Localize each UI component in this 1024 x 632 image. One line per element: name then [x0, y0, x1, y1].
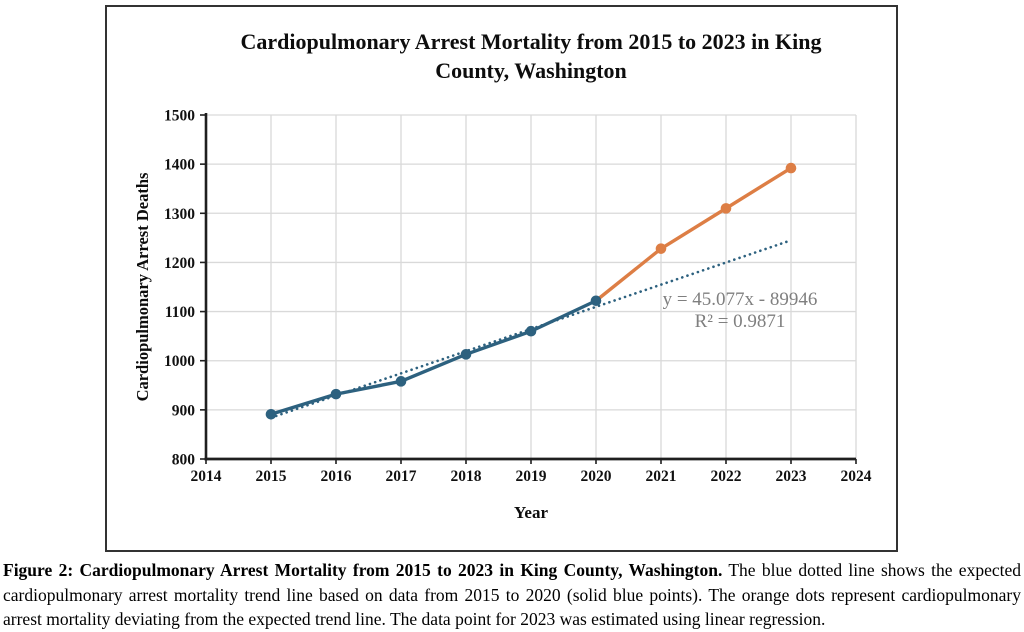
figure-box: Cardiopulmonary Arrest Mortality from 20…	[105, 5, 898, 552]
data-point	[460, 349, 472, 360]
trend-r-squared-label: R² = 0.9871	[695, 311, 786, 332]
y-tick-label: 1000	[164, 353, 195, 370]
y-tick-label: 1400	[164, 157, 195, 174]
chart-layers: 800 900 1000 1100 1200 1300 1400 1500 2014 2015 20…	[164, 108, 872, 486]
caption-body: The blue dotted line shows the expected …	[3, 560, 1021, 629]
y-tick-label: 1500	[164, 108, 195, 125]
y-axis-title: Cardiopulmonary Arrest Deaths	[133, 172, 152, 402]
data-point	[720, 203, 732, 214]
x-tick-label: 2019	[516, 468, 547, 485]
data-point	[265, 408, 277, 420]
data-point	[655, 243, 667, 254]
y-tick-label: 1300	[164, 206, 195, 223]
data-point	[525, 325, 537, 337]
x-tick-label: 2016	[321, 468, 352, 485]
y-tick-label: 1200	[164, 255, 195, 272]
series-line-0	[269, 299, 598, 416]
y-tick-label: 1100	[165, 304, 195, 321]
x-axis-title: Year	[514, 503, 548, 522]
y-tick-label: 900	[172, 402, 196, 419]
data-point	[590, 295, 602, 307]
x-tick-label: 2018	[451, 468, 482, 485]
data-point	[330, 388, 342, 400]
series-line-1	[594, 166, 793, 303]
x-tick-label: 2020	[581, 468, 612, 485]
x-tick-label: 2024	[841, 468, 872, 485]
x-tick-label: 2021	[646, 468, 677, 485]
x-tick-label: 2023	[776, 468, 807, 485]
chart-svg: 800 900 1000 1100 1200 1300 1400 1500 2014 2015 20…	[164, 108, 872, 486]
x-tick-label: 2022	[711, 468, 742, 485]
y-tick-label: 800	[172, 452, 196, 469]
caption-figure-label: Figure 2: Cardiopulmonary Arrest Mortali…	[3, 560, 723, 580]
x-tick-label: 2014	[191, 468, 222, 485]
figure-caption: Figure 2: Cardiopulmonary Arrest Mortali…	[3, 558, 1021, 632]
data-point	[785, 162, 797, 174]
data-point	[395, 376, 407, 387]
x-tick-label: 2015	[256, 468, 287, 485]
chart-title: Cardiopulmonary Arrest Mortality from 20…	[240, 29, 822, 83]
x-tick-label: 2017	[386, 468, 417, 485]
trend-equation-label: y = 45.077x - 89946	[663, 289, 818, 310]
